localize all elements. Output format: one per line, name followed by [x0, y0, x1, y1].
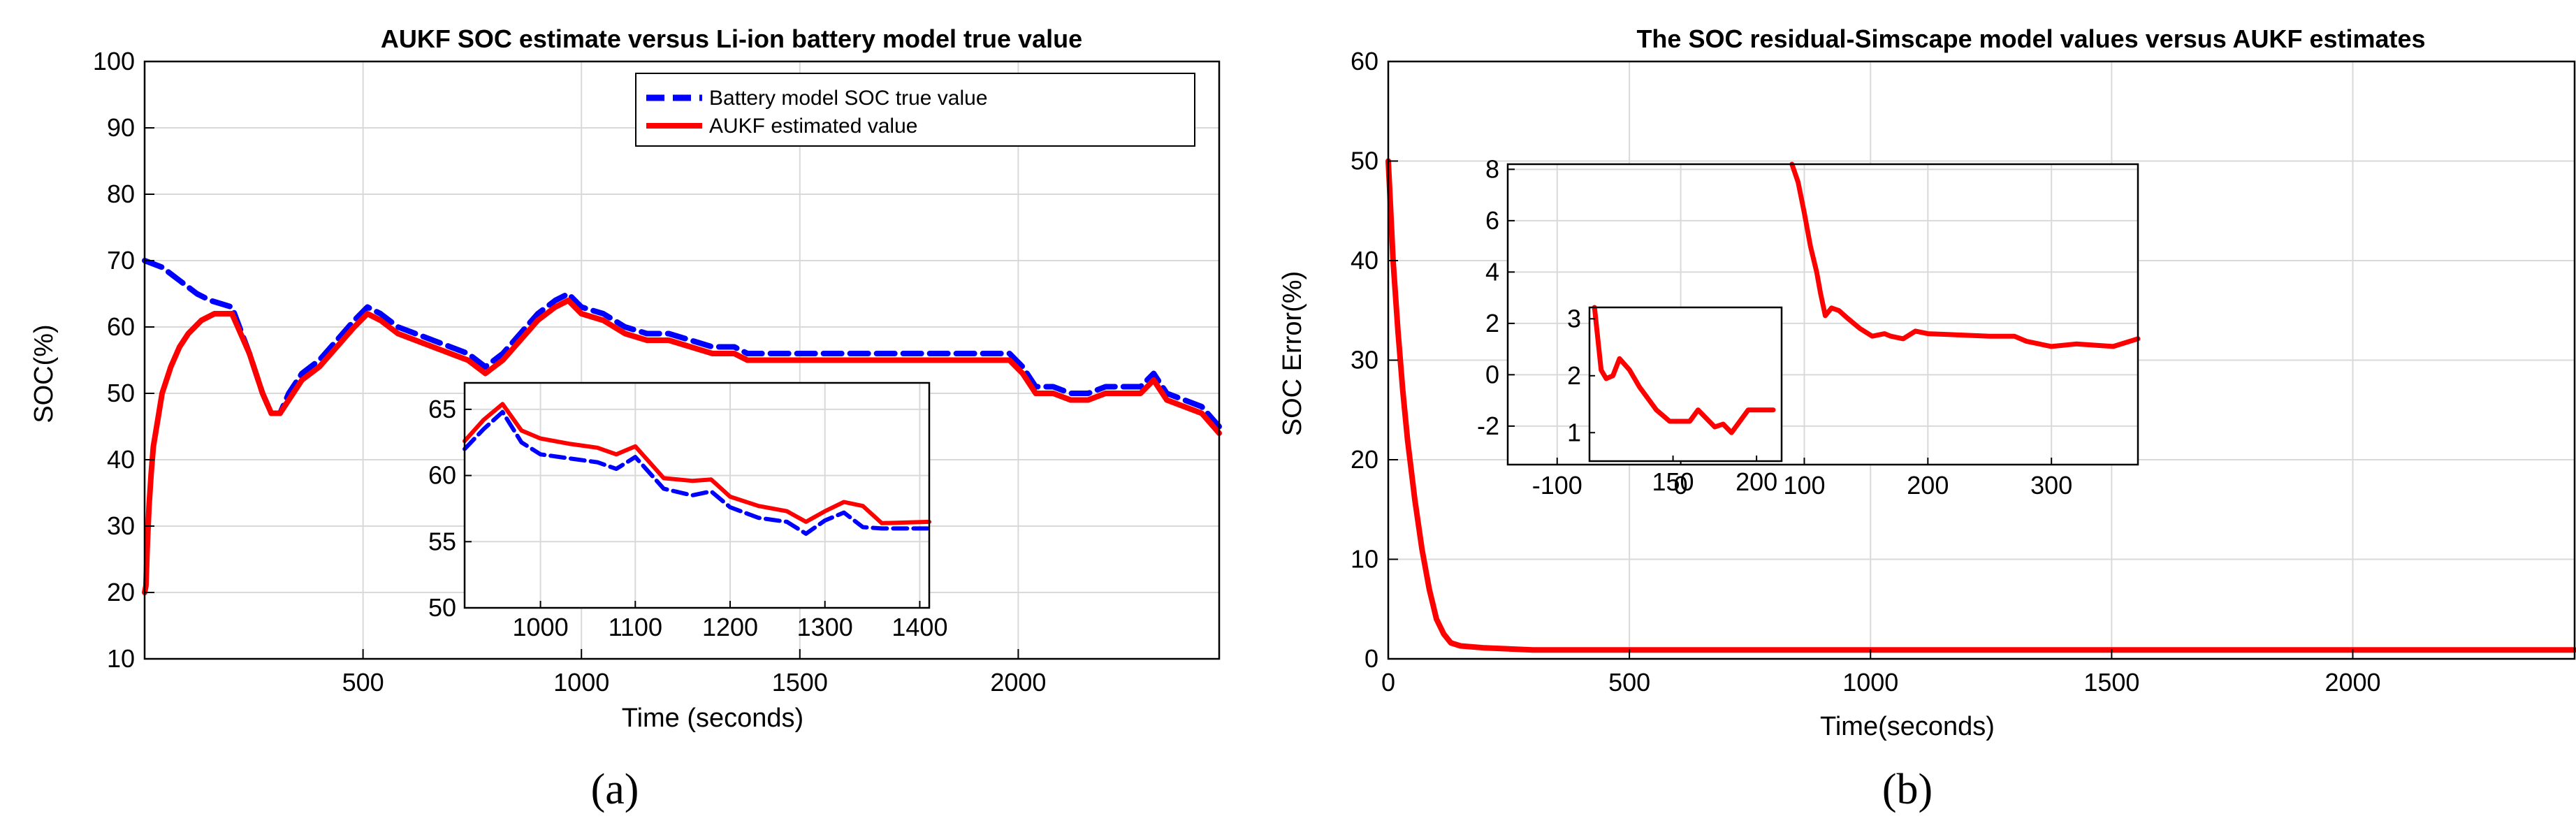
chart-a-ytick-label: 10 — [107, 644, 135, 673]
chart-b-panel-label: (b) — [1882, 766, 1933, 813]
chart-a-title: AUKF SOC estimate versus Li-ion battery … — [381, 24, 1082, 53]
chart-b-inset-ytick-label: 2 — [1485, 309, 1499, 337]
chart-a-ytick-label: 80 — [107, 180, 135, 208]
chart-b-ylabel: SOC Error(%) — [1278, 271, 1307, 436]
chart-a-ytick-label: 70 — [107, 246, 135, 275]
chart-a-xtick-label: 1000 — [553, 668, 609, 697]
chart-b-xlabel: Time(seconds) — [1820, 712, 1995, 741]
chart-b-inset-xtick-label: 0 — [1674, 471, 1688, 500]
chart-a-inset-series-1-line — [463, 402, 931, 525]
chart-b-inset-axes-frame — [1506, 163, 2139, 466]
chart-b-subinset-ytick-label: 1 — [1567, 418, 1581, 446]
chart-b-subinset-xtick-label: 150 — [1652, 467, 1694, 496]
chart-a-inset-ytick-label: 60 — [428, 461, 456, 490]
chart-b-inset-xtick-label: 300 — [2030, 471, 2072, 500]
chart-b-xtick-label: 500 — [1608, 668, 1650, 697]
chart-a-xtick-label: 2000 — [990, 668, 1046, 697]
chart-a-ytick-label: 100 — [93, 47, 135, 75]
chart-b-inset-series-0-line — [1789, 161, 2141, 349]
chart-a-legend: Battery model SOC true value AUKF estima… — [635, 73, 1195, 147]
chart-b-inset-ytick-label: 0 — [1485, 360, 1499, 388]
chart-a-axes-frame — [143, 60, 1221, 660]
chart-a-inset-ytick-label: 65 — [428, 395, 456, 423]
chart-b-inset-ytick-label: 8 — [1485, 154, 1499, 183]
chart-a-ytick-label: 40 — [107, 445, 135, 474]
chart-a-inset-xtick-label: 1300 — [797, 613, 853, 641]
chart-b-xtick-label: 0 — [1381, 668, 1395, 697]
chart-a-inset-xtick-label: 1200 — [702, 613, 758, 641]
chart-b-ytick-label: 40 — [1351, 246, 1378, 275]
chart-a-ytick-label: 30 — [107, 511, 135, 540]
chart-a-panel-label: (a) — [591, 766, 639, 813]
chart-a-inset-ytick-label: 50 — [428, 593, 456, 622]
chart-b-inset-xtick-label: -100 — [1532, 471, 1582, 500]
chart-a-ylabel: SOC(%) — [29, 324, 59, 423]
chart-b-subinset-ytick-label: 2 — [1567, 361, 1581, 390]
chart-a-xtick-label: 1500 — [772, 668, 828, 697]
chart-a-xtick-label: 500 — [342, 668, 384, 697]
chart-b-inset-ytick-label: -2 — [1477, 412, 1499, 440]
chart-b-ytick-label: 20 — [1351, 445, 1378, 474]
chart-b-subinset-xtick-label: 200 — [1735, 467, 1777, 496]
chart-b-ytick-label: 30 — [1351, 346, 1378, 374]
chart-a-inset-xtick-label: 1000 — [513, 613, 569, 641]
chart-b-title: The SOC residual-Simscape model values v… — [1636, 24, 2425, 53]
chart-b-ytick-label: 50 — [1351, 147, 1378, 175]
chart-a-inset-series-0-line — [463, 409, 931, 536]
chart-b-inset-xtick-label: 200 — [1907, 471, 1949, 500]
chart-b-subinset-series-0-line — [1592, 305, 1776, 435]
chart-b-subinset-ytick-label: 3 — [1567, 304, 1581, 333]
chart-a: AUKF SOC estimate versus Li-ion battery … — [29, 24, 1222, 813]
chart-a-inset-xtick-label: 1100 — [609, 613, 662, 641]
chart-b-series-0-line — [1385, 158, 2576, 653]
legend-label-aukf: AUKF estimated value — [709, 115, 917, 138]
chart-b-xtick-label: 1000 — [1842, 668, 1898, 697]
chart-b-ytick-label: 0 — [1365, 644, 1378, 673]
chart-a-ytick-label: 60 — [107, 312, 135, 341]
chart-b-ytick-label: 10 — [1351, 545, 1378, 574]
chart-b-inset-xtick-label: 100 — [1783, 471, 1825, 500]
chart-b-xtick-label: 2000 — [2324, 668, 2380, 697]
chart-a-series-1-line — [142, 298, 1222, 595]
chart-a-inset-axes-frame — [463, 381, 931, 609]
chart-b-subinset-plot-area — [1589, 307, 1782, 461]
chart-a-inset-xtick-label: 1400 — [892, 613, 947, 641]
legend-label-true: Battery model SOC true value — [709, 87, 988, 110]
chart-a-ytick-label: 90 — [107, 113, 135, 142]
chart-a-ytick-label: 50 — [107, 379, 135, 407]
chart-a-inset-ytick-label: 55 — [428, 527, 456, 555]
chart-a-xlabel: Time (seconds) — [622, 704, 803, 733]
chart-b-inset-ytick-label: 4 — [1485, 257, 1499, 286]
chart-b: The SOC residual-Simscape model values v… — [1278, 24, 2576, 813]
chart-a-ytick-label: 20 — [107, 578, 135, 606]
chart-b-ytick-label: 60 — [1351, 47, 1378, 75]
chart-b-inset-ytick-label: 6 — [1485, 206, 1499, 235]
chart-b-subinset-axes-frame — [1588, 306, 1783, 463]
chart-b-xtick-label: 1500 — [2083, 668, 2139, 697]
